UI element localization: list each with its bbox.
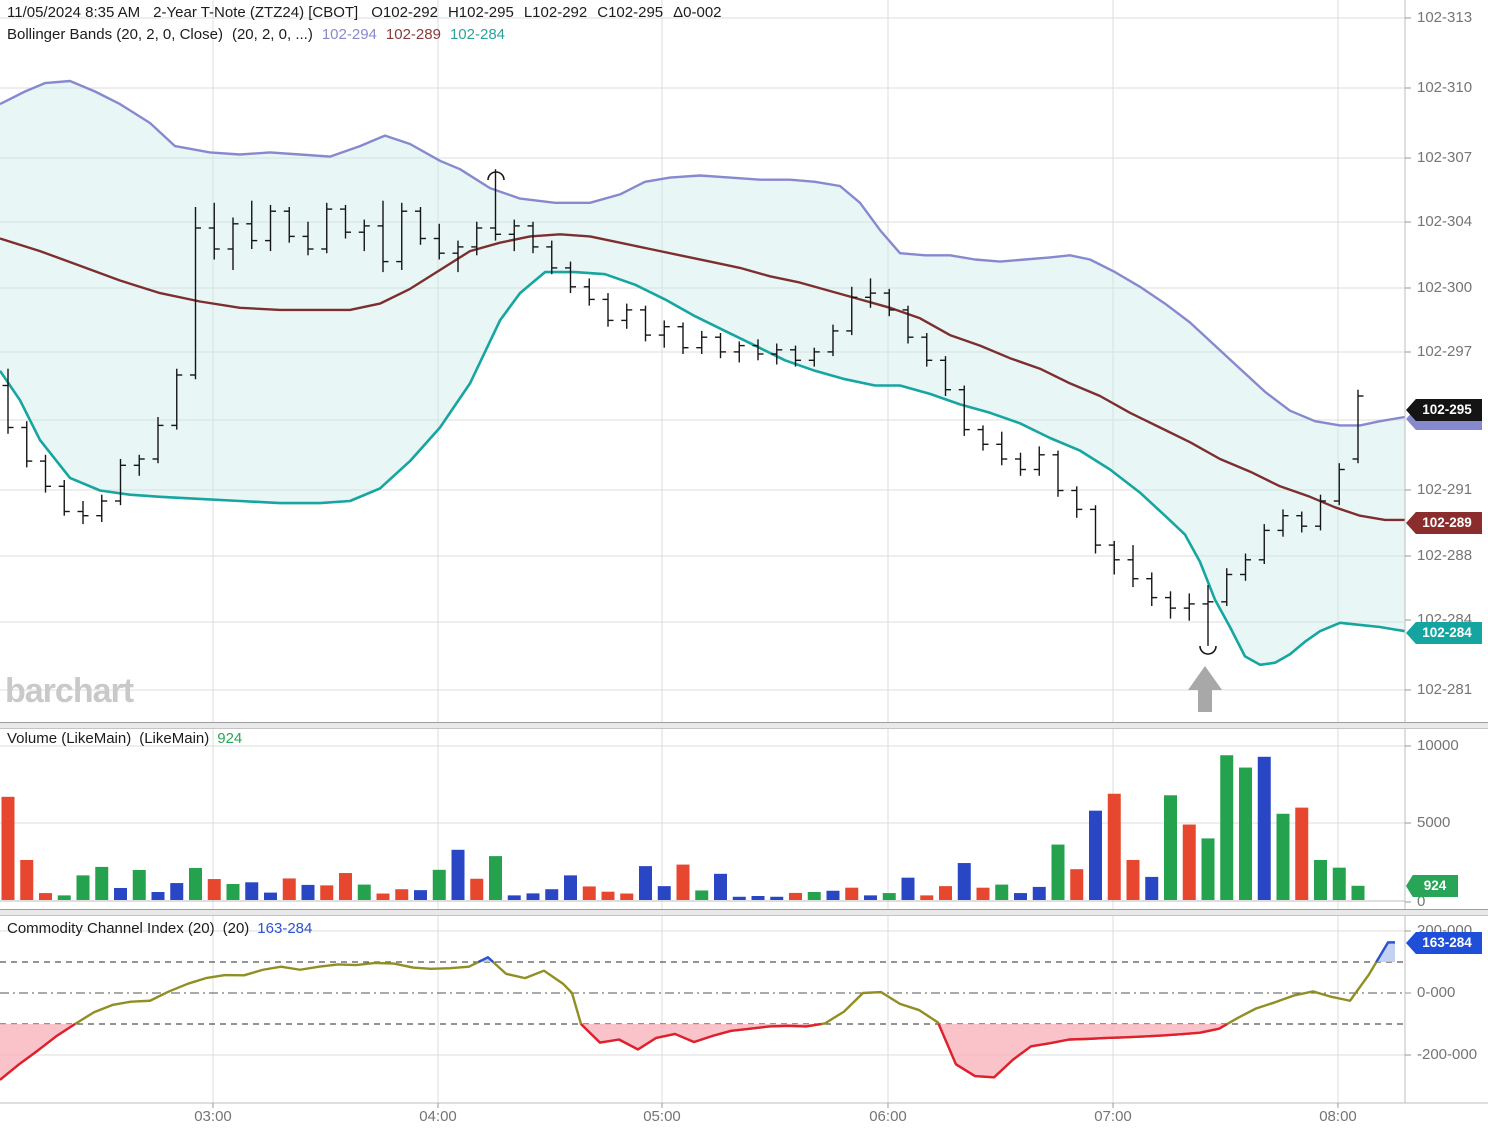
bollinger-middle-value: 102-289: [385, 26, 441, 43]
quote-high: H102-295: [447, 4, 514, 21]
price-axis-label: 102-313: [1417, 9, 1473, 26]
price-axis-label: 102-291: [1417, 481, 1473, 498]
volume-axis-label: 5000: [1417, 814, 1451, 831]
bollinger-label: Bollinger Bands (20, 2, 0, Close): [7, 26, 223, 43]
time-axis-label: 06:00: [869, 1108, 907, 1125]
bollinger-upper-value: 102-294: [321, 26, 377, 43]
time-axis-label: 08:00: [1319, 1108, 1357, 1125]
quote-close: C102-295: [597, 4, 664, 21]
cci-badge: 163-284: [1406, 932, 1482, 954]
price-axis-label: 102-304: [1417, 213, 1473, 230]
cci-label: Commodity Channel Index (20): [7, 920, 215, 937]
time-axis-label: 04:00: [419, 1108, 457, 1125]
quote-change: Δ0-002: [673, 4, 722, 21]
price-axis-label: 102-297: [1417, 343, 1473, 360]
quote-open: O102-292: [371, 4, 438, 21]
panel-separator-volume-cci[interactable]: [0, 909, 1488, 916]
cci-label2: (20): [222, 920, 250, 937]
middle-band-badge: 102-289: [1406, 512, 1482, 534]
volume-label: Volume (LikeMain): [7, 730, 132, 747]
bollinger-study-header[interactable]: Bollinger Bands (20, 2, 0, Close) (20, 2,…: [7, 26, 518, 43]
cci-axis-label: -200-000: [1417, 1046, 1478, 1063]
quote-low: L102-292: [523, 4, 588, 21]
price-axis-label: 102-281: [1417, 681, 1473, 698]
barchart-watermark-logo: barchart: [5, 672, 134, 710]
panel-separator-main-volume[interactable]: [0, 722, 1488, 729]
volume-axis-label: 10000: [1417, 737, 1459, 754]
quote-header: 11/05/2024 8:35 AM 2-Year T-Note (ZTZ24) …: [7, 4, 735, 21]
time-axis-label: 03:00: [194, 1108, 232, 1125]
price-axis-label: 102-288: [1417, 547, 1473, 564]
price-axis-label: 102-310: [1417, 79, 1473, 96]
time-axis-label: 05:00: [643, 1108, 681, 1125]
bollinger-label2: (20, 2, 0, ...): [231, 26, 313, 43]
volume-value: 924: [217, 730, 243, 747]
quote-datetime: 11/05/2024 8:35 AM: [7, 4, 141, 21]
time-axis-label: 07:00: [1094, 1108, 1132, 1125]
price-axis-label: 102-307: [1417, 149, 1473, 166]
lower-band-badge: 102-284: [1406, 622, 1482, 644]
cci-value: 163-284: [257, 920, 313, 937]
quote-symbol: 2-Year T-Note (ZTZ24) [CBOT]: [153, 4, 359, 21]
volume-study-header[interactable]: Volume (LikeMain) (LikeMain) 924: [7, 730, 250, 747]
volume-badge: 924: [1406, 875, 1458, 897]
volume-label2: (LikeMain): [139, 730, 210, 747]
bollinger-lower-value: 102-284: [449, 26, 506, 43]
volume-axis-label: 0: [1417, 893, 1426, 910]
cci-axis-label: 0-000: [1417, 984, 1456, 1001]
last-price-badge: 102-295: [1406, 399, 1482, 421]
cci-study-header[interactable]: Commodity Channel Index (20) (20) 163-284: [7, 920, 320, 937]
price-axis-label: 102-300: [1417, 279, 1473, 296]
